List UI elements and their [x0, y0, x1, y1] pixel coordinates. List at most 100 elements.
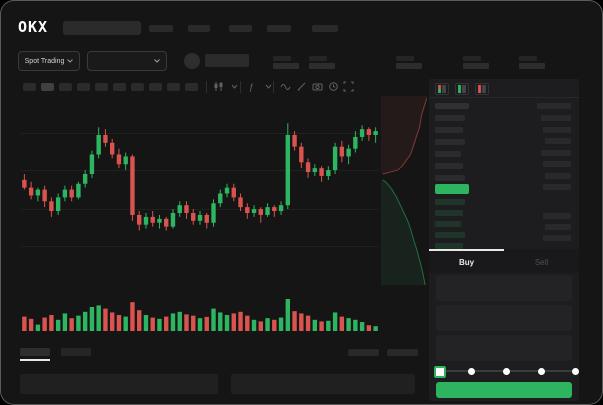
- bottom-action-button[interactable]: [387, 349, 418, 356]
- market-type-dropdown[interactable]: Spot Trading: [18, 51, 80, 71]
- ask-row-price[interactable]: [435, 139, 465, 145]
- divider: [429, 97, 579, 98]
- candlestick: [272, 205, 277, 217]
- timeframe-button[interactable]: [149, 83, 162, 91]
- order-row-amount[interactable]: [543, 213, 571, 219]
- nav-item[interactable]: [267, 25, 291, 32]
- nav-item[interactable]: [188, 25, 210, 32]
- slider-stop[interactable]: [538, 368, 545, 375]
- wave-icon[interactable]: [280, 81, 291, 92]
- order-form-input[interactable]: [436, 275, 572, 301]
- order-row-amount[interactable]: [541, 149, 571, 156]
- bid-row-price[interactable]: [435, 232, 465, 238]
- timeframe-button[interactable]: [23, 83, 36, 91]
- candles-icon[interactable]: [213, 81, 224, 92]
- order-form-input[interactable]: [436, 335, 572, 361]
- nav-item[interactable]: [229, 25, 252, 32]
- order-row-amount[interactable]: [543, 126, 571, 133]
- icon-stripe: [478, 91, 486, 93]
- candlestick: [116, 148, 122, 169]
- order-row-amount[interactable]: [545, 138, 571, 144]
- gridline: [21, 209, 379, 211]
- ask-row-price[interactable]: [435, 127, 463, 133]
- bid-row-price[interactable]: [435, 243, 463, 249]
- volume-bar: [157, 318, 162, 331]
- volume-bar: [312, 319, 318, 331]
- nav-item[interactable]: [149, 25, 173, 32]
- order-row-amount[interactable]: [545, 172, 571, 179]
- candlestick: [332, 142, 338, 174]
- ask-row-price[interactable]: [435, 151, 461, 157]
- order-row-amount[interactable]: [543, 161, 571, 167]
- candlestick: [204, 213, 209, 229]
- ask-row-price[interactable]: [435, 175, 465, 181]
- order-row-amount[interactable]: [543, 235, 571, 241]
- order-book-view-icon[interactable]: [475, 83, 489, 95]
- bid-row-price[interactable]: [435, 221, 461, 227]
- candlestick: [211, 199, 216, 227]
- slider-stop[interactable]: [503, 368, 510, 375]
- order-book-view-icon[interactable]: [455, 83, 469, 95]
- expand-icon[interactable]: [343, 81, 354, 92]
- timeframe-button[interactable]: [167, 83, 180, 91]
- order-row-amount[interactable]: [543, 184, 571, 190]
- fx-icon[interactable]: ƒ: [246, 81, 257, 92]
- candlestick: [292, 131, 297, 151]
- order-row-amount[interactable]: [545, 224, 571, 230]
- stat-label-placeholder: [309, 56, 327, 61]
- bottom-tab[interactable]: [20, 348, 50, 356]
- clock-icon[interactable]: [328, 81, 339, 92]
- amount-slider[interactable]: [429, 365, 579, 378]
- slider-handle[interactable]: [434, 366, 446, 378]
- nav-item[interactable]: [312, 25, 338, 32]
- slider-stop[interactable]: [468, 368, 475, 375]
- timeframe-button[interactable]: [59, 83, 72, 91]
- camera-icon[interactable]: [312, 81, 323, 92]
- timeframe-button[interactable]: [113, 83, 126, 91]
- candlestick: [359, 125, 365, 141]
- volume-pane: [22, 299, 378, 331]
- chevron-down-icon[interactable]: [263, 81, 274, 92]
- timeframe-button[interactable]: [131, 83, 144, 91]
- order-row-amount[interactable]: [541, 115, 571, 121]
- ask-row-price[interactable]: [435, 163, 463, 169]
- column-header-price: [435, 103, 469, 109]
- bottom-action-button[interactable]: [348, 349, 379, 356]
- bottom-tab[interactable]: [61, 348, 91, 356]
- timeframe-button[interactable]: [77, 83, 90, 91]
- bid-row-price[interactable]: [435, 199, 465, 205]
- ticker-stat: [519, 56, 547, 70]
- pair-title-placeholder: [205, 54, 249, 67]
- icon-stripe: [458, 85, 466, 87]
- pair-selector-dropdown[interactable]: [87, 51, 167, 71]
- timeframe-button[interactable]: [41, 83, 54, 91]
- order-form-input[interactable]: [436, 305, 572, 331]
- slider-stop[interactable]: [572, 368, 579, 375]
- icon-stripe: [438, 91, 446, 93]
- candlestick: [353, 131, 358, 153]
- bid-row-price[interactable]: [435, 210, 463, 216]
- candlestick-chart[interactable]: [21, 96, 379, 336]
- chevron-down-icon[interactable]: [229, 81, 240, 92]
- order-book-view-icon[interactable]: [435, 83, 449, 95]
- svg-text:ƒ: ƒ: [249, 82, 254, 92]
- tab-buy[interactable]: Buy: [429, 249, 504, 273]
- candlestick: [366, 127, 372, 141]
- volume-bar: [305, 315, 311, 331]
- candlestick: [265, 203, 270, 217]
- icon-stripe: [458, 87, 466, 89]
- search-input[interactable]: [63, 21, 141, 35]
- tab-sell[interactable]: Sell: [534, 257, 549, 267]
- candlestick: [49, 197, 54, 217]
- candlestick: [96, 127, 101, 159]
- timeframe-button[interactable]: [185, 83, 198, 91]
- candlestick: [197, 211, 203, 225]
- pencil-icon[interactable]: [296, 81, 307, 92]
- candlestick: [82, 170, 88, 188]
- timeframe-button[interactable]: [95, 83, 108, 91]
- volume-bar: [292, 311, 297, 331]
- ticker-stat: [309, 56, 337, 70]
- ask-row-price[interactable]: [435, 115, 465, 121]
- column-header-amount: [537, 103, 571, 109]
- buy-submit-button[interactable]: [436, 382, 572, 398]
